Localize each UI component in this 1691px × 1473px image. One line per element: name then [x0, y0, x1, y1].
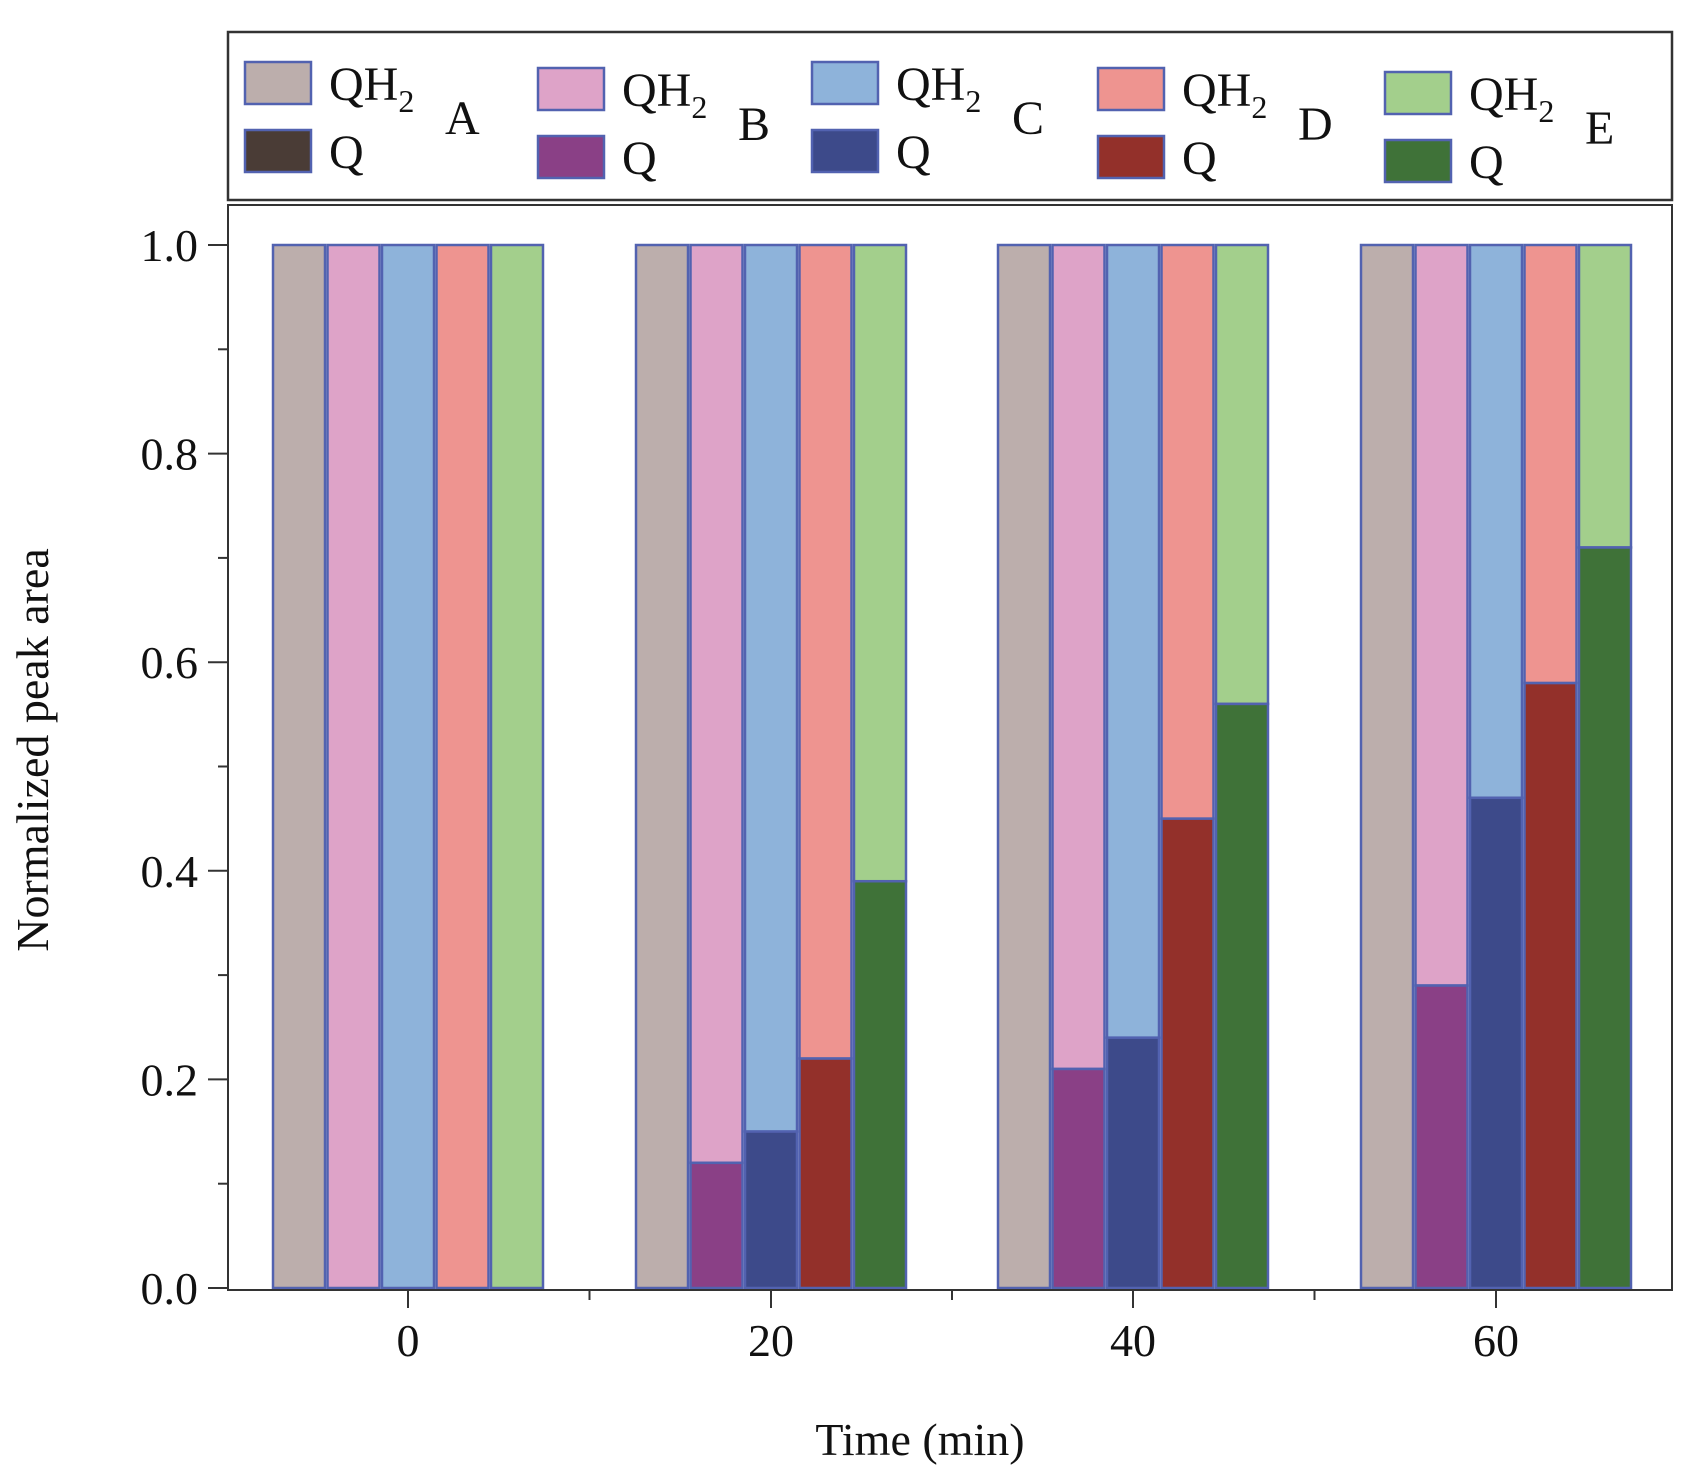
- bar-qh2-B-t20: [689, 243, 744, 1165]
- bar-q-C-t40: [1105, 1036, 1161, 1290]
- y-tick-label: 0.6: [141, 637, 199, 688]
- x-tick-label: 60: [1473, 1315, 1519, 1366]
- bar-qh2-C-t60: [1468, 243, 1524, 800]
- legend-group-label-C: C: [1012, 92, 1044, 145]
- bar-qh2-E-t0: [489, 243, 545, 1290]
- x-tick-label: 40: [1110, 1315, 1156, 1366]
- legend-group-label-D: D: [1298, 98, 1333, 151]
- legend-q-label: Q: [622, 132, 657, 185]
- bar-q-C-t20: [743, 1130, 799, 1290]
- legend-q-label: Q: [1469, 136, 1504, 189]
- y-axis: 0.0 0.2 0.4 0.6 0.8 1.0: [141, 205, 229, 1314]
- bar-qh2-C-t20: [743, 243, 799, 1133]
- bar-q-C-t60: [1468, 796, 1524, 1290]
- legend-swatch-q-C: [810, 128, 880, 174]
- legend-group-label-E: E: [1585, 102, 1614, 155]
- x-tick-label: 20: [748, 1315, 794, 1366]
- bar-q-B-t40: [1051, 1067, 1106, 1290]
- x-tick-label: 0: [397, 1315, 420, 1366]
- y-axis-label: Normalized peak area: [7, 548, 58, 952]
- legend-swatch-qh2-D: [1096, 66, 1166, 112]
- bar-q-D-t60: [1523, 681, 1578, 1290]
- legend-swatch-q-E: [1383, 138, 1453, 184]
- bar-qh2-E-t20: [852, 243, 908, 883]
- y-tick-label: 0.4: [141, 846, 199, 897]
- legend-swatch-qh2-A: [243, 60, 313, 106]
- bar-q-E-t60: [1577, 546, 1633, 1290]
- bar-qh2-D-t40: [1160, 243, 1215, 820]
- legend-group-label-B: B: [738, 98, 770, 151]
- bars: [271, 243, 1633, 1290]
- bar-q-D-t40: [1160, 817, 1215, 1290]
- bar-qh2-A-t20: [634, 243, 690, 1290]
- legend-item-A: QH2 Q A: [243, 58, 480, 179]
- legend-swatch-qh2-B: [536, 66, 606, 112]
- bar-qh2-C-t0: [380, 243, 436, 1290]
- bar-qh2-D-t20: [798, 243, 853, 1060]
- y-tick-label: 0.2: [141, 1054, 199, 1105]
- bar-qh2-B-t40: [1051, 243, 1106, 1071]
- bar-qh2-D-t0: [435, 243, 490, 1290]
- bar-q-B-t20: [689, 1161, 744, 1290]
- bar-q-E-t20: [852, 879, 908, 1290]
- y-tick-label: 0.8: [141, 429, 199, 480]
- bar-qh2-C-t40: [1105, 243, 1161, 1039]
- legend-swatch-q-B: [536, 134, 606, 180]
- legend-swatch-q-D: [1096, 134, 1166, 180]
- x-axis: 0 20 40 60: [228, 1289, 1672, 1366]
- y-tick-label: 0.0: [141, 1263, 199, 1314]
- legend-q-label: Q: [1182, 132, 1217, 185]
- legend-swatch-qh2-E: [1383, 70, 1453, 116]
- bar-q-B-t60: [1414, 984, 1469, 1290]
- legend-swatch-q-A: [243, 128, 313, 174]
- bar-qh2-A-t0: [271, 243, 327, 1290]
- legend-item-E: QH2 Q E: [1383, 68, 1614, 189]
- bar-qh2-A-t40: [996, 243, 1052, 1290]
- bar-q-D-t20: [798, 1057, 853, 1290]
- y-tick-label: 1.0: [141, 220, 199, 271]
- x-axis-label: Time (min): [815, 1414, 1024, 1465]
- bar-qh2-A-t60: [1359, 243, 1415, 1290]
- bar-qh2-B-t0: [326, 243, 381, 1290]
- legend-swatch-qh2-C: [810, 60, 880, 106]
- legend-group-label-A: A: [445, 92, 480, 145]
- legend-q-label: Q: [896, 126, 931, 179]
- bar-qh2-E-t60: [1577, 243, 1633, 549]
- bar-qh2-D-t60: [1523, 243, 1578, 685]
- bar-q-E-t40: [1214, 702, 1270, 1290]
- legend-qh2-label: QH2: [1469, 68, 1554, 129]
- bar-qh2-E-t40: [1214, 243, 1270, 706]
- legend-qh2-label: QH2: [329, 58, 414, 119]
- legend-q-label: Q: [329, 126, 364, 179]
- bar-qh2-B-t60: [1414, 243, 1469, 987]
